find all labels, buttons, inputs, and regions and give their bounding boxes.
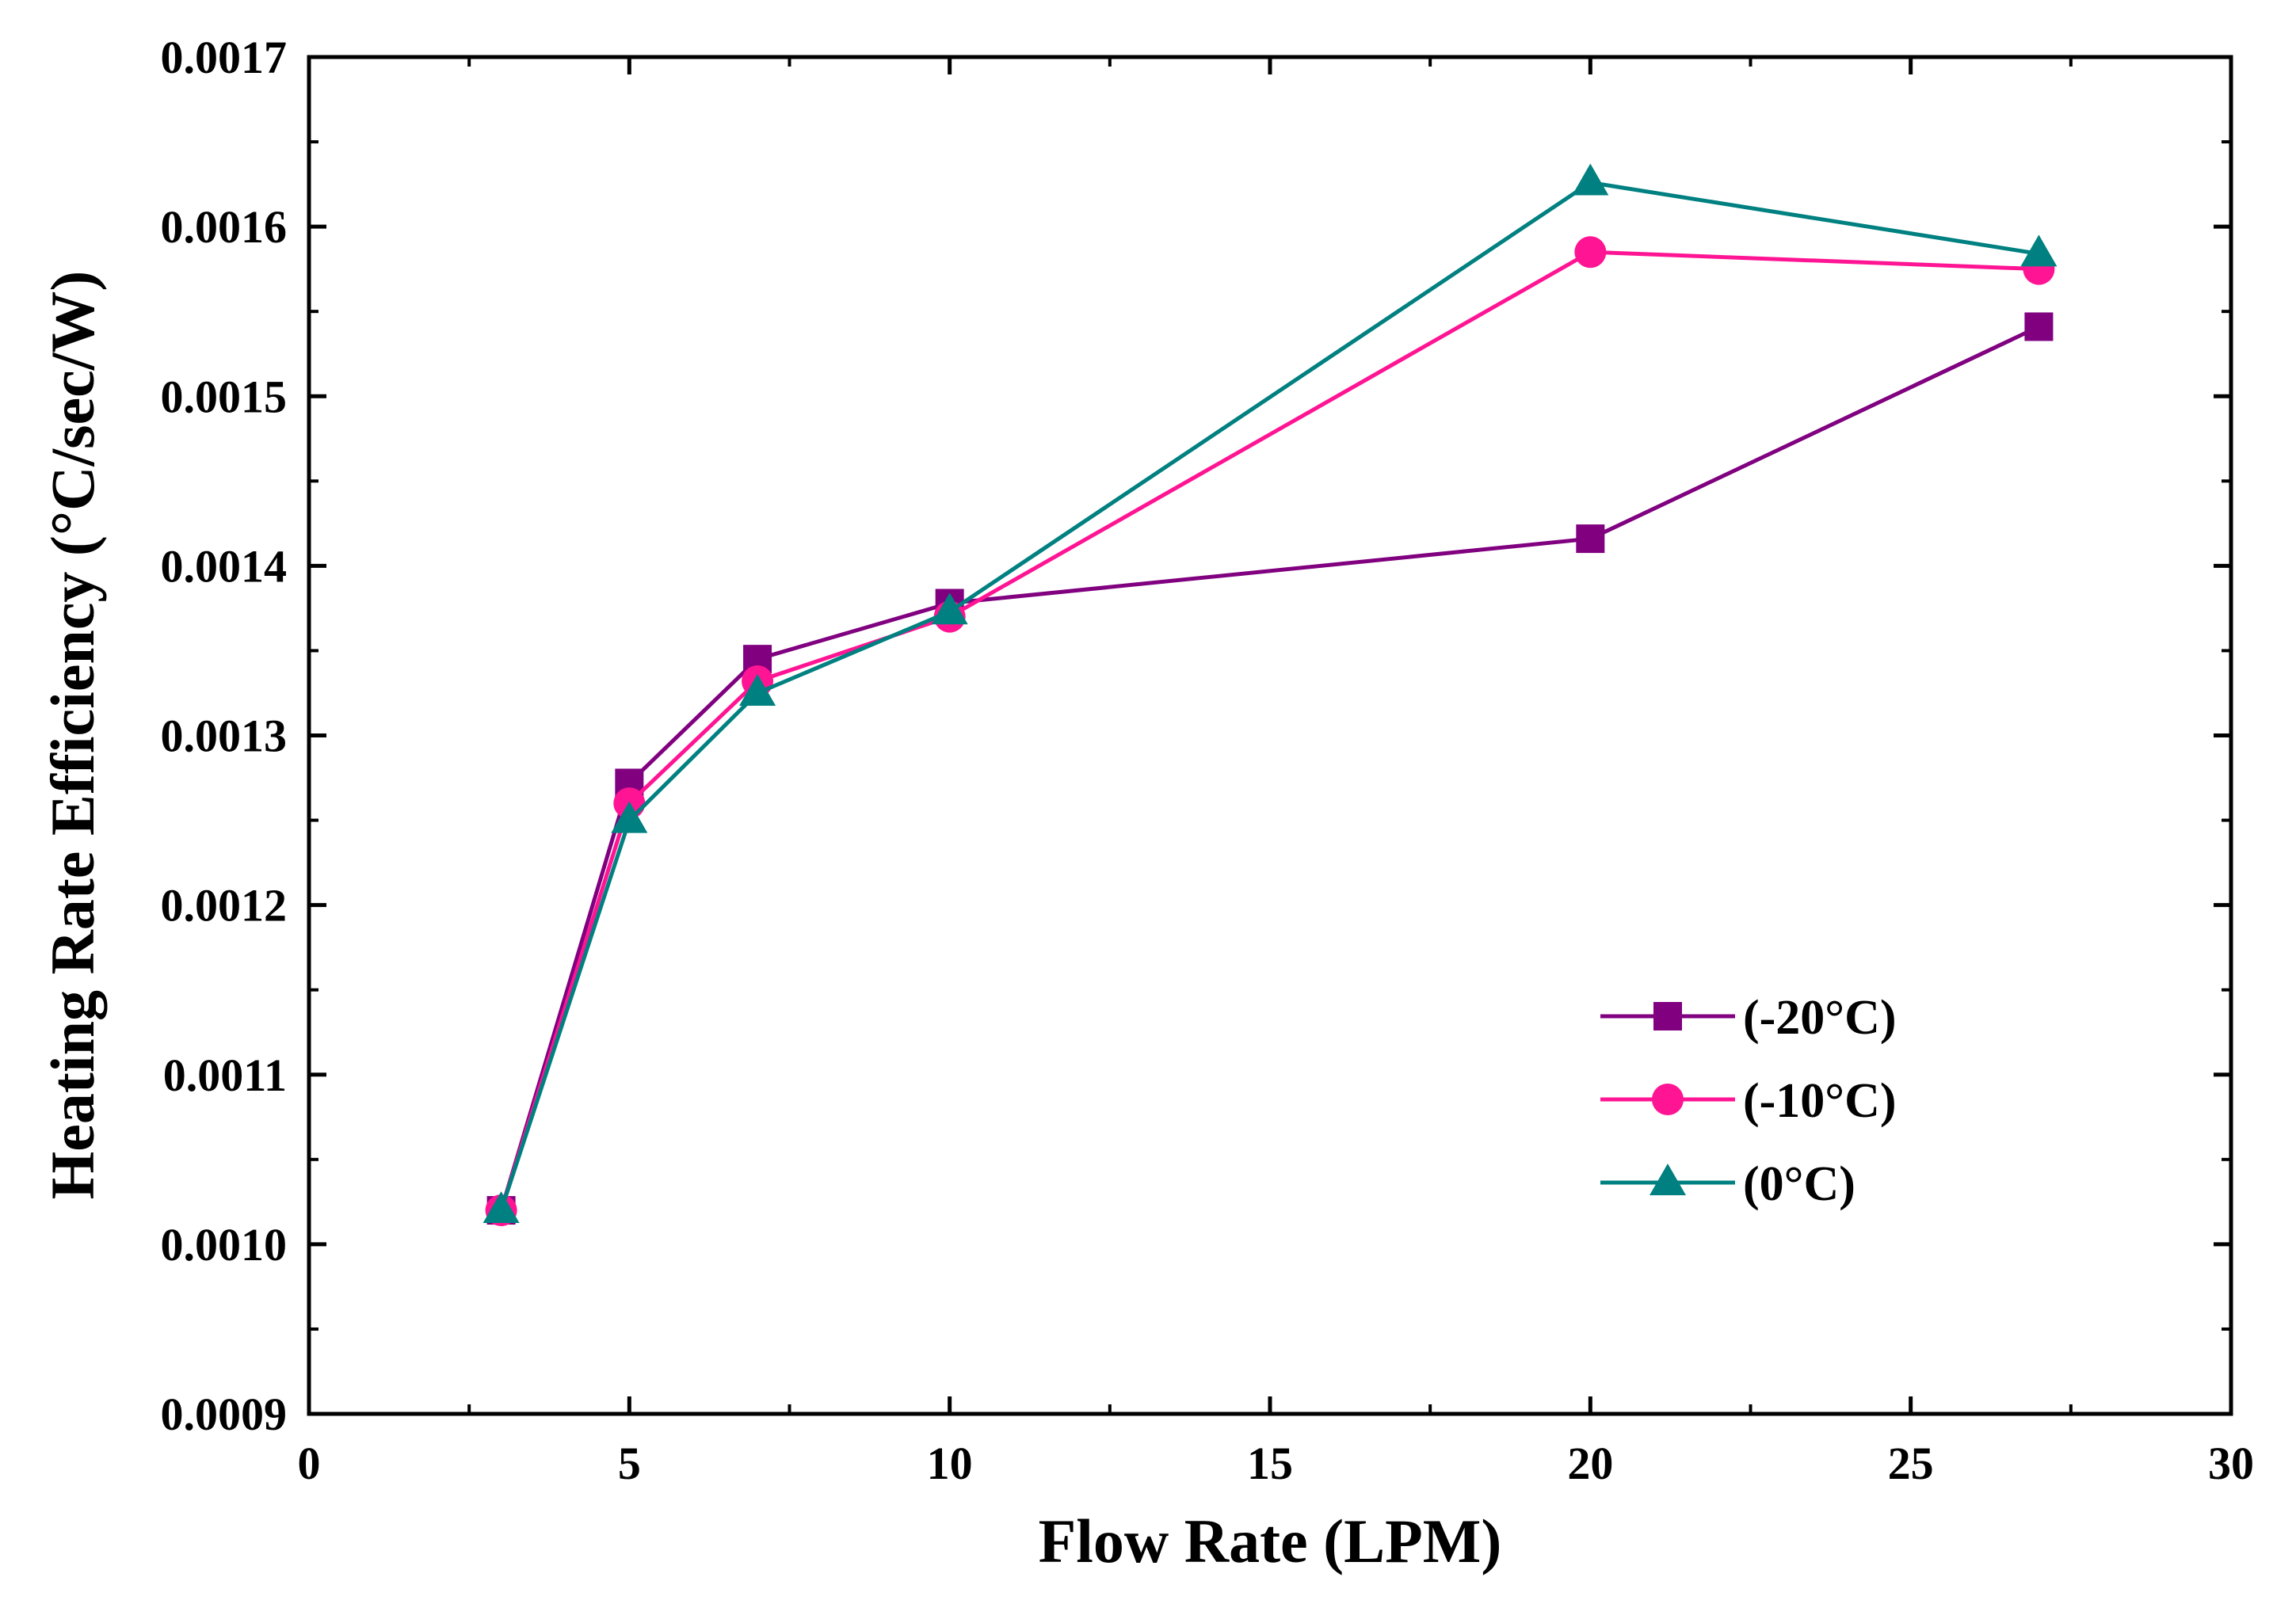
x-tick-label: 10 bbox=[927, 1438, 973, 1489]
x-tick-label: 0 bbox=[298, 1438, 321, 1489]
y-tick-label: 0.0013 bbox=[161, 710, 288, 762]
series-line bbox=[499, 180, 2039, 1211]
x-tick-label: 20 bbox=[1567, 1438, 1613, 1489]
y-tick-label: 0.0012 bbox=[161, 880, 288, 931]
data-point bbox=[611, 801, 648, 833]
series-line bbox=[499, 325, 2040, 1211]
y-axis-title: Heating Rate Efficiency (°C/sec/W) bbox=[38, 271, 107, 1200]
series-layer bbox=[482, 163, 2058, 1227]
y-tick-label: 0.0017 bbox=[161, 32, 288, 83]
y-tick-label: 0.0016 bbox=[161, 201, 288, 253]
data-point bbox=[2024, 312, 2054, 341]
x-tick-label: 5 bbox=[618, 1438, 641, 1489]
legend-item: (-20°C) bbox=[1600, 991, 1897, 1045]
series-line bbox=[499, 250, 2039, 1211]
data-point bbox=[1574, 236, 1607, 269]
legend: (-20°C) (-10°C) (0°C) bbox=[1600, 991, 1897, 1211]
data-point bbox=[1576, 524, 1605, 554]
series-3 bbox=[482, 163, 2058, 1224]
ticks-layer: 0.0009 0.0010 0.0011 0.0012 0.0013 0.0014 0.00… bbox=[161, 32, 2255, 1489]
y-tick-label: 0.0015 bbox=[161, 371, 288, 422]
data-point bbox=[931, 592, 968, 625]
legend-marker bbox=[1650, 1164, 1686, 1195]
data-point bbox=[739, 673, 776, 706]
x-tick-label: 25 bbox=[1888, 1438, 1934, 1489]
legend-marker bbox=[1652, 1084, 1684, 1115]
y-tick-label: 0.0010 bbox=[161, 1219, 288, 1270]
legend-item: (0°C) bbox=[1600, 1157, 1855, 1211]
plot-frame bbox=[307, 55, 2233, 1416]
x-tick-label: 30 bbox=[2208, 1438, 2254, 1489]
legend-marker bbox=[1653, 1002, 1682, 1030]
data-point bbox=[482, 1191, 520, 1224]
legend-item: (-10°C) bbox=[1600, 1074, 1897, 1128]
legend-label: (0°C) bbox=[1743, 1157, 1855, 1211]
legend-label: (-20°C) bbox=[1743, 991, 1897, 1045]
x-axis-title: Flow Rate (LPM) bbox=[1039, 1507, 1502, 1575]
y-tick-label: 0.0011 bbox=[163, 1050, 287, 1101]
data-point bbox=[1572, 163, 1609, 196]
y-tick-label: 0.0014 bbox=[161, 540, 288, 592]
x-tick-label: 15 bbox=[1247, 1438, 1293, 1489]
y-tick-label: 0.0009 bbox=[161, 1389, 288, 1440]
legend-label: (-10°C) bbox=[1743, 1074, 1897, 1128]
data-point bbox=[2020, 234, 2058, 267]
